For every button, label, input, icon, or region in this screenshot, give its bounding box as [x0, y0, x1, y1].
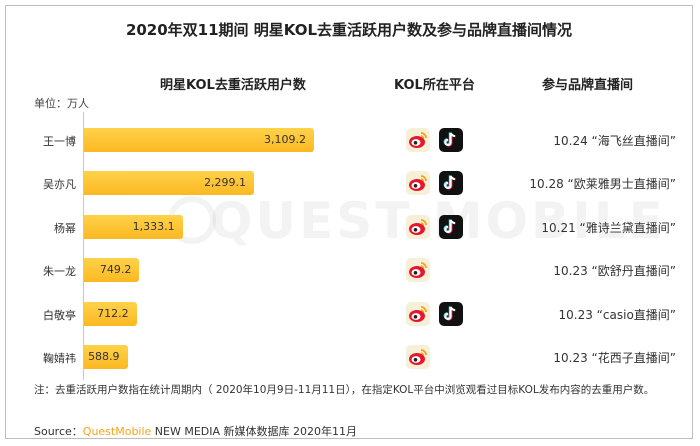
source-brand: QuestMobile	[82, 425, 152, 438]
douyin-icon	[439, 301, 463, 330]
category-label: 白敬亭	[43, 308, 76, 322]
bar	[84, 171, 255, 196]
brand-livestream-label: 10.28 “欧莱雅男士直播间”	[529, 177, 676, 192]
weibo-icon	[406, 301, 430, 330]
unit-label: 单位：万人	[34, 97, 89, 110]
weibo-icon	[406, 258, 430, 286]
bar	[84, 128, 314, 152]
weibo-icon	[406, 345, 430, 373]
douyin-icon	[439, 214, 463, 243]
category-axis	[83, 112, 84, 380]
douyin-icon	[439, 128, 463, 156]
column-header-brand: 参与品牌直播间	[542, 78, 634, 93]
watermark: QUEST MOBILE	[210, 192, 666, 250]
brand-livestream-label: 10.23 “欧舒丹直播间”	[553, 264, 676, 279]
category-label: 杨幂	[54, 221, 76, 235]
chart-title: 2020年双11期间 明星KOL去重活跃用户数及参与品牌直播间情况	[125, 21, 573, 39]
bar	[84, 258, 140, 283]
footnote: 注：去重活跃用户数指在统计周期内（ 2020年10月9日-11月11日），在指定…	[34, 384, 655, 396]
bar-value-label: 749.2	[99, 263, 132, 277]
source-prefix: Source：	[34, 425, 83, 438]
chart-frame: QUEST MOBILE 2020年双11期间 明星KOL去重活跃用户数及参与品…	[5, 5, 693, 439]
source-line: Source：QuestMobile NEW MEDIA 新媒体数据库 2020…	[34, 423, 358, 438]
bar	[84, 301, 137, 326]
bar-value-label: 3,109.2	[264, 133, 306, 146]
brand-livestream-label: 10.24 “海飞丝直播间”	[553, 134, 676, 148]
brand-livestream-label: 10.21 “雅诗兰黛直播间”	[541, 220, 676, 235]
column-header-platform: KOL所在平台	[394, 78, 475, 93]
bar-value-label: 712.2	[97, 306, 129, 320]
brand-livestream-label: 10.23 “花西子直播间”	[553, 351, 676, 365]
bar-value-label: 1,333.1	[132, 219, 175, 233]
column-header-users: 明星KOL去重活跃用户数	[160, 78, 306, 93]
weibo-icon	[406, 128, 430, 156]
weibo-icon	[406, 214, 430, 243]
category-label: 朱一龙	[43, 265, 76, 279]
category-label: 鞠婧祎	[43, 352, 76, 365]
bar	[84, 214, 183, 239]
brand-livestream-label: 10.23 “casio直播间”	[558, 307, 676, 322]
category-label: 王一博	[43, 135, 76, 148]
bar-value-label: 588.9	[88, 350, 120, 363]
douyin-icon	[439, 171, 463, 199]
source-rest: NEW MEDIA 新媒体数据库 2020年11月	[151, 425, 358, 438]
weibo-icon	[406, 171, 430, 199]
category-label: 吴亦凡	[43, 178, 76, 192]
bar-value-label: 2,299.1	[204, 176, 247, 190]
bar	[84, 345, 128, 369]
